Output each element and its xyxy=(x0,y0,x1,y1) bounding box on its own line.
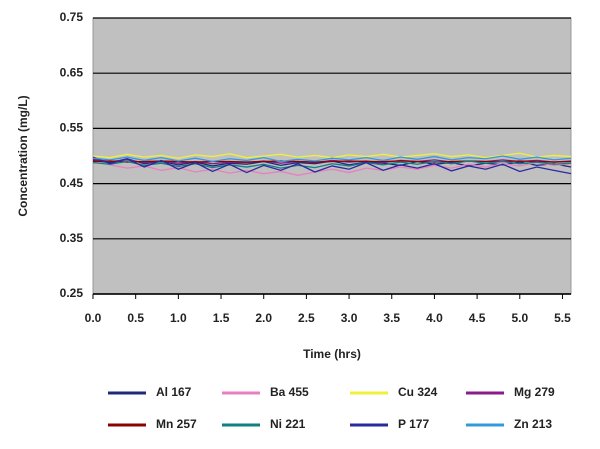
x-tick-label: 4.0 xyxy=(426,311,443,325)
y-tick-label: 0.65 xyxy=(60,65,84,79)
x-tick-label: 5.5 xyxy=(554,311,571,325)
y-tick-label: 0.25 xyxy=(60,286,84,300)
x-tick-label: 3.5 xyxy=(383,311,400,325)
x-tick-label: 2.0 xyxy=(255,311,272,325)
legend-label: Ni 221 xyxy=(270,417,306,431)
legend-label: Al 167 xyxy=(156,385,192,399)
y-tick-label: 0.55 xyxy=(60,121,84,135)
series-line xyxy=(92,160,572,169)
series-line xyxy=(92,155,572,163)
series-line xyxy=(92,160,572,176)
x-tick-label: 1.0 xyxy=(170,311,187,325)
x-tick-label: 0.5 xyxy=(127,311,144,325)
x-tick-label: 5.0 xyxy=(511,311,528,325)
legend-label: Zn 213 xyxy=(514,417,552,431)
x-tick-label: 4.5 xyxy=(469,311,486,325)
series-line xyxy=(92,160,572,163)
y-tick-label: 0.35 xyxy=(60,231,84,245)
legend-label: P 177 xyxy=(398,417,429,431)
x-tick-label: 3.0 xyxy=(341,311,358,325)
x-axis-label: Time (hrs) xyxy=(303,347,361,361)
legend-label: Mg 279 xyxy=(514,385,555,399)
y-tick-label: 0.75 xyxy=(60,10,84,24)
x-tick-label: 0.0 xyxy=(85,311,102,325)
legend-label: Mn 257 xyxy=(156,417,197,431)
legend-label: Ba 455 xyxy=(270,385,309,399)
y-axis-label: Concentration (mg/L) xyxy=(16,95,30,216)
plot-area xyxy=(92,17,572,295)
x-tick-label: 2.5 xyxy=(298,311,315,325)
series-line xyxy=(92,156,572,175)
y-tick-label: 0.45 xyxy=(60,176,84,190)
x-tick-label: 1.5 xyxy=(213,311,230,325)
legend-label: Cu 324 xyxy=(398,385,438,399)
